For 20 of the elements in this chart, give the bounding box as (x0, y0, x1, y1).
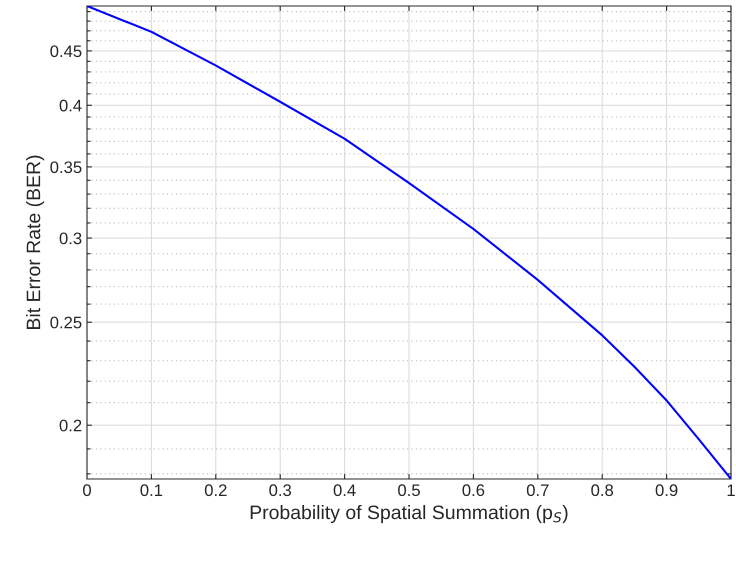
x-axis-title: Probability of Spatial Summation (p$_{S}$) (250, 504, 568, 524)
line-series (87, 6, 731, 479)
y-tick-label: 0.4 (60, 100, 82, 112)
x-tick-label: 0 (83, 484, 91, 496)
x-tick-label: 0.4 (334, 484, 356, 496)
x-tick-label: 0.6 (462, 484, 484, 496)
x-tick-label: 0.8 (591, 484, 614, 496)
x-tick-label: 0.7 (526, 484, 549, 496)
y-tick-label: 0.45 (50, 45, 82, 58)
x-tick-label: 0.3 (269, 484, 292, 496)
x-tick-label: 0.1 (140, 484, 162, 496)
y-tick-label: 0.3 (60, 232, 82, 244)
x-tick-label: 0.9 (656, 484, 678, 496)
y-axis-title: Bit Error Rate (BER) (26, 156, 44, 329)
y-tick-label: 0.35 (50, 161, 82, 174)
y-tick-label: 0.25 (50, 316, 82, 328)
x-tick-label: 1 (728, 484, 735, 496)
x-tick-label: 0.5 (398, 484, 420, 496)
x-tick-label: 0.2 (204, 484, 227, 496)
y-tick-label: 0.2 (60, 420, 82, 432)
